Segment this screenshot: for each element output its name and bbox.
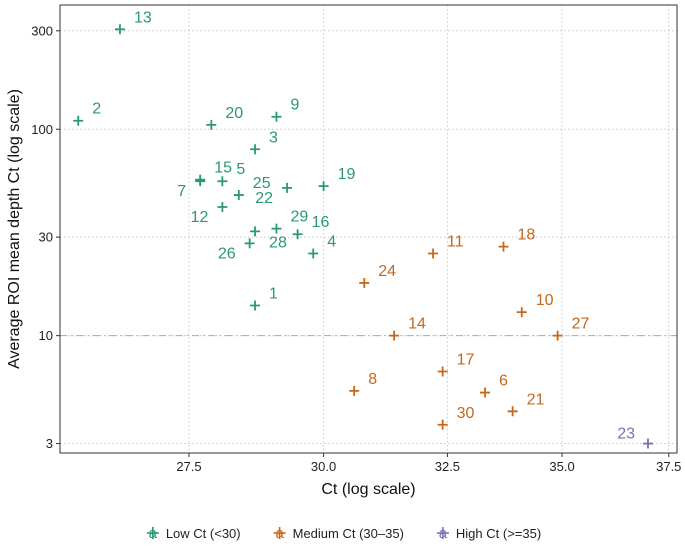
point-label-19: 19 xyxy=(338,166,356,183)
point-label-4: 4 xyxy=(327,234,336,251)
x-axis-ticks: 27.5 30.0 32.5 35.0 37.5 xyxy=(176,453,681,474)
y-tick-label: 3 xyxy=(46,436,53,451)
point-label-15: 15 xyxy=(214,160,232,177)
point-label-30: 30 xyxy=(457,405,475,422)
y-tick-label: 10 xyxy=(39,328,53,343)
point-marker-13 xyxy=(114,24,125,35)
x-axis-title: Ct (log scale) xyxy=(321,481,415,498)
point-label-17: 17 xyxy=(457,352,475,369)
point-label-25: 25 xyxy=(253,175,271,192)
point-label-29: 29 xyxy=(290,209,308,226)
legend-label-high: High Ct (>=35) xyxy=(456,526,541,541)
y-tick-label: 100 xyxy=(31,122,53,137)
x-tick-label: 32.5 xyxy=(435,459,460,474)
point-label-13: 13 xyxy=(134,9,152,26)
plot-border xyxy=(59,4,678,454)
point-label-5: 5 xyxy=(236,161,245,178)
point-marker-10 xyxy=(516,307,527,318)
point-marker-28 xyxy=(250,226,261,237)
y-axis-title: Average ROI mean depth Ct (log scale) xyxy=(6,89,23,369)
point-label-16: 16 xyxy=(312,214,330,231)
point-label-20: 20 xyxy=(225,105,243,122)
point-label-10: 10 xyxy=(536,292,554,309)
point-label-14: 14 xyxy=(408,316,426,333)
point-marker-1 xyxy=(250,300,261,311)
y-tick-label: 30 xyxy=(39,230,53,245)
point-label-9: 9 xyxy=(290,97,299,114)
point-marker-5 xyxy=(217,176,228,187)
point-marker-21 xyxy=(507,406,518,417)
point-marker-27 xyxy=(552,330,563,341)
point-marker-12 xyxy=(217,202,228,213)
legend-key-glyph-high: a xyxy=(439,525,448,542)
x-tick-label: 35.0 xyxy=(549,459,574,474)
legend-label-low: Low Ct (<30) xyxy=(166,526,241,541)
point-label-24: 24 xyxy=(378,263,396,280)
point-marker-4 xyxy=(308,248,319,259)
point-marker-16 xyxy=(292,229,303,240)
y-axis-ticks: 3 10 30 100 300 xyxy=(31,23,60,451)
x-tick-label: 27.5 xyxy=(176,459,201,474)
point-label-21: 21 xyxy=(527,391,545,408)
point-marker-24 xyxy=(359,277,370,288)
point-marker-22 xyxy=(282,182,293,193)
point-label-2: 2 xyxy=(92,101,101,118)
legend: a Low Ct (<30) a Medium Ct (30–35) a High Ct … xyxy=(146,525,541,542)
point-marker-6 xyxy=(480,387,491,398)
point-label-28: 28 xyxy=(269,234,287,251)
point-marker-9 xyxy=(271,111,282,122)
legend-key-glyph-low: a xyxy=(149,525,158,542)
point-marker-19 xyxy=(318,181,329,192)
legend-key-glyph-medium: a xyxy=(275,525,284,542)
point-label-26: 26 xyxy=(218,245,236,262)
point-labels-layer: 1234567891011121314151617181920212223242… xyxy=(92,9,635,442)
point-marker-17 xyxy=(437,366,448,377)
point-label-11: 11 xyxy=(447,234,464,251)
point-label-18: 18 xyxy=(517,227,535,244)
point-label-6: 6 xyxy=(499,373,508,390)
point-label-22: 22 xyxy=(255,190,273,207)
point-marker-23 xyxy=(643,438,654,449)
point-label-23: 23 xyxy=(617,426,635,443)
point-marker-25 xyxy=(233,190,244,201)
legend-label-medium: Medium Ct (30–35) xyxy=(293,526,404,541)
point-label-27: 27 xyxy=(572,316,590,333)
point-marker-8 xyxy=(349,385,360,396)
x-tick-label: 37.5 xyxy=(656,459,681,474)
point-marker-3 xyxy=(250,144,261,155)
point-marker-2 xyxy=(73,115,84,126)
point-label-8: 8 xyxy=(368,371,377,388)
point-marker-26 xyxy=(244,238,255,249)
x-tick-label: 30.0 xyxy=(311,459,336,474)
point-label-3: 3 xyxy=(269,129,278,146)
point-label-1: 1 xyxy=(269,285,278,302)
point-marker-29 xyxy=(271,223,282,234)
point-marker-30 xyxy=(437,419,448,430)
point-marker-11 xyxy=(428,248,439,259)
point-label-7: 7 xyxy=(177,183,186,200)
point-marker-14 xyxy=(389,330,400,341)
y-tick-label: 300 xyxy=(31,23,53,38)
point-marker-18 xyxy=(498,241,509,252)
points-layer xyxy=(73,24,654,449)
point-marker-20 xyxy=(206,119,217,130)
point-marker-15 xyxy=(195,174,206,185)
point-label-12: 12 xyxy=(191,209,209,226)
